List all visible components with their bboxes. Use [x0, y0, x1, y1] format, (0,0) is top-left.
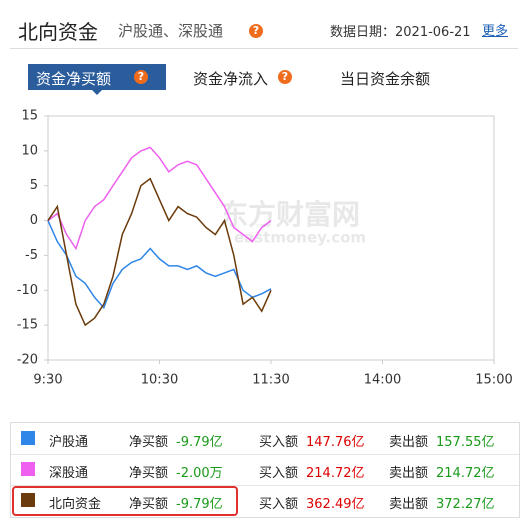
tab-label[interactable]: 当日资金余额	[340, 70, 431, 88]
summary-cell: 净买额	[129, 435, 169, 450]
summary-cell: 卖出额	[389, 497, 429, 512]
series-line	[47, 146, 272, 251]
series-line	[47, 220, 272, 310]
summary-cell: 买入额	[259, 497, 299, 512]
tab-pointer	[92, 90, 102, 95]
row-divider	[11, 485, 519, 486]
summary-cell: 214.72亿	[306, 466, 365, 481]
x-tick-label: 11:30	[252, 373, 289, 388]
y-tick-label: -15	[17, 318, 38, 333]
chart: 东方财富网 eastmoney.com -20 -15 -10 -5 0 5 10 15 9:3…	[17, 109, 513, 388]
page-title: 北向资金	[18, 20, 98, 44]
summary-cell: 买入额	[259, 466, 299, 481]
summary-cell: 卖出额	[389, 435, 429, 450]
summary-cell: -9.79亿	[176, 497, 223, 512]
more-link[interactable]: 更多	[482, 24, 509, 39]
legend-label: 北向资金	[49, 497, 102, 512]
summary-cell: -9.79亿	[176, 435, 223, 450]
legend-label: 沪股通	[49, 435, 89, 450]
y-tick-label: 15	[21, 109, 38, 124]
summary-cell: 卖出额	[389, 466, 429, 481]
summary-cell: 147.76亿	[306, 435, 365, 450]
legend-swatch	[21, 431, 35, 445]
series-line	[47, 177, 272, 327]
legend-label: 深股通	[49, 466, 89, 481]
page-subtitle: 沪股通、深股通	[118, 22, 224, 40]
data-date: 数据日期：2021-06-21	[330, 25, 471, 40]
summary-cell: 372.27亿	[436, 497, 495, 512]
tab-label[interactable]: 资金净买额	[36, 70, 112, 88]
x-tick-label: 10:30	[141, 373, 178, 388]
legend-swatch	[21, 493, 35, 507]
summary-cell: 157.55亿	[436, 435, 495, 450]
x-tick-label: 9:30	[33, 373, 62, 388]
help-icon[interactable]: ?	[278, 70, 292, 84]
y-tick-label: -5	[25, 248, 38, 263]
separator	[10, 48, 518, 49]
row-divider	[11, 454, 519, 455]
tab-label[interactable]: 资金净流入	[193, 70, 269, 88]
summary-cell: 净买额	[129, 466, 169, 481]
summary-cell: -2.00万	[176, 466, 223, 481]
x-tick-label: 14:00	[364, 373, 401, 388]
summary-cell: 214.72亿	[436, 466, 495, 481]
x-tick-label: 15:00	[475, 373, 512, 388]
y-tick-label: 10	[21, 143, 38, 158]
help-icon[interactable]: ?	[134, 70, 148, 84]
summary-cell: 362.49亿	[306, 497, 365, 512]
watermark: 东方财富网	[220, 198, 360, 231]
summary-cell: 净买额	[129, 497, 169, 512]
help-icon[interactable]: ?	[249, 24, 263, 38]
legend-swatch	[21, 462, 35, 476]
y-tick-label: 5	[30, 178, 38, 193]
highlight-box	[12, 486, 238, 516]
y-tick-label: -20	[17, 353, 38, 368]
y-tick-label: -10	[17, 283, 38, 298]
summary-cell: 买入额	[259, 435, 299, 450]
watermark: eastmoney.com	[234, 229, 366, 247]
summary-table: 沪股通 净买额 -9.79亿 买入额 147.76亿 卖出额 157.55亿 深股通 净买额 -2…	[10, 422, 520, 518]
y-tick-label: 0	[30, 213, 38, 228]
